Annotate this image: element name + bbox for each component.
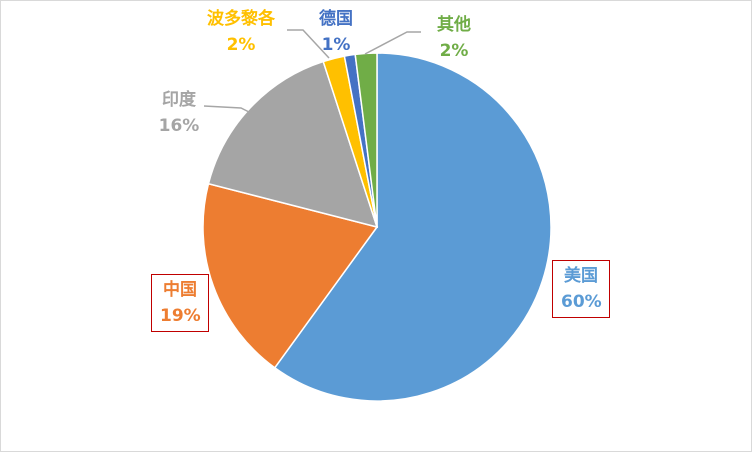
label-value: 60% [561, 292, 602, 312]
data-label-puerto-rico: 波多黎各 2% [191, 6, 291, 58]
data-label-china: 中国 19% [151, 274, 209, 332]
leader-line-other [364, 31, 421, 55]
data-label-india: 印度 16% [149, 87, 209, 139]
leader-line-puerto-rico [287, 29, 330, 59]
label-value: 16% [158, 116, 200, 136]
label-value: 1% [321, 35, 351, 55]
label-name: 波多黎各 [207, 9, 275, 29]
pie-slice-2 [207, 60, 379, 229]
label-value: 2% [439, 41, 469, 61]
data-label-other: 其他 2% [424, 12, 484, 64]
label-name: 印度 [162, 90, 196, 110]
label-name: 中国 [163, 280, 197, 300]
label-name: 德国 [319, 9, 353, 29]
label-name: 美国 [564, 266, 598, 286]
data-label-germany: 德国 1% [306, 6, 366, 58]
label-name: 其他 [437, 15, 471, 35]
leader-line-india [203, 105, 250, 113]
label-value: 2% [226, 35, 256, 55]
pie-slice-0 [273, 52, 552, 402]
data-label-usa: 美国 60% [552, 260, 610, 318]
pie-slice-1 [202, 182, 379, 369]
label-value: 19% [160, 306, 201, 326]
